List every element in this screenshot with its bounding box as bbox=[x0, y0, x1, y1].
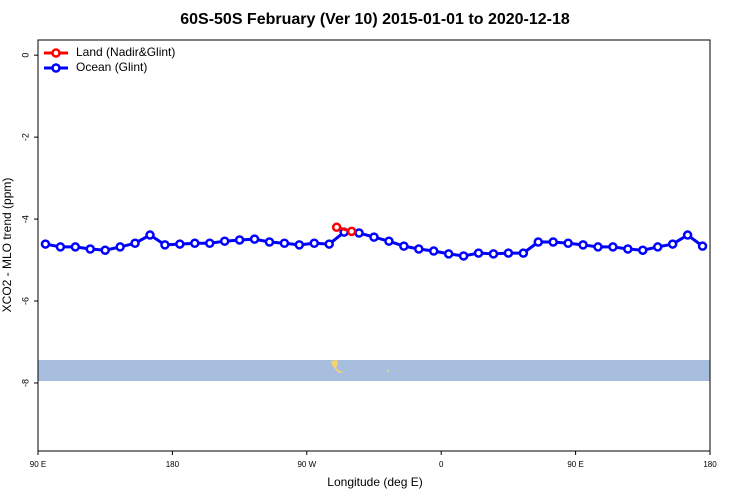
map-strip bbox=[38, 360, 710, 381]
data-point bbox=[458, 251, 469, 261]
data-point bbox=[667, 239, 678, 249]
y-tick-label: -4 bbox=[20, 215, 30, 223]
data-point bbox=[384, 236, 394, 246]
x-tick-label: 90 E bbox=[567, 460, 583, 469]
data-point bbox=[593, 242, 603, 252]
data-point bbox=[428, 246, 439, 256]
data-point bbox=[608, 242, 618, 252]
data-point bbox=[175, 239, 185, 249]
y-tick-label: -2 bbox=[20, 133, 30, 141]
data-point bbox=[638, 245, 648, 255]
x-tick-label: 180 bbox=[166, 460, 180, 469]
y-tick-label: 0 bbox=[20, 53, 30, 58]
chart-title: 60S-50S February (Ver 10) 2015-01-01 to … bbox=[180, 11, 570, 28]
data-point bbox=[399, 241, 409, 251]
data-point bbox=[145, 230, 155, 240]
x-tick-label: 90 W bbox=[297, 460, 316, 469]
data-point bbox=[354, 228, 364, 238]
y-axis-label: XCO2 - MLO trend (ppm) bbox=[0, 178, 14, 313]
data-point bbox=[100, 245, 110, 255]
data-point bbox=[55, 242, 66, 252]
data-point bbox=[279, 238, 290, 248]
data-point bbox=[503, 248, 514, 258]
legend-label: Ocean (Glint) bbox=[76, 60, 147, 74]
data-point bbox=[264, 237, 275, 247]
x-axis-label: Longitude (deg E) bbox=[327, 475, 422, 489]
data-point bbox=[309, 238, 320, 248]
data-point bbox=[518, 248, 529, 258]
data-point bbox=[548, 237, 558, 247]
x-tick-label: 90 E bbox=[30, 460, 46, 469]
data-point bbox=[652, 242, 663, 252]
data-point bbox=[115, 242, 125, 252]
data-point bbox=[294, 240, 305, 250]
x-tick-label: 180 bbox=[703, 460, 717, 469]
data-point bbox=[204, 238, 215, 248]
legend-marker bbox=[51, 48, 61, 58]
data-point bbox=[160, 240, 170, 250]
legend-marker bbox=[51, 63, 61, 73]
data-point bbox=[563, 238, 573, 248]
data-point bbox=[40, 239, 51, 249]
data-point bbox=[234, 235, 245, 245]
data-point bbox=[346, 226, 357, 237]
plot-frame bbox=[37, 39, 711, 452]
data-point bbox=[682, 230, 693, 240]
data-point bbox=[249, 234, 260, 244]
data-point bbox=[578, 240, 588, 250]
data-point bbox=[369, 232, 379, 242]
data-point bbox=[488, 249, 499, 259]
y-tick-label: -6 bbox=[20, 297, 30, 305]
data-point bbox=[473, 248, 484, 258]
x-tick-label: 0 bbox=[439, 460, 444, 469]
data-point bbox=[443, 249, 454, 259]
data-point bbox=[190, 238, 200, 248]
data-point bbox=[623, 244, 633, 254]
y-tick-label: -8 bbox=[20, 379, 30, 387]
data-point bbox=[130, 238, 140, 248]
data-point bbox=[324, 239, 334, 249]
data-point bbox=[331, 222, 342, 233]
data-point bbox=[85, 244, 96, 254]
data-point bbox=[414, 244, 424, 254]
data-point bbox=[219, 236, 230, 246]
data-point bbox=[697, 241, 708, 251]
data-point bbox=[533, 237, 544, 247]
legend-label: Land (Nadir&Glint) bbox=[76, 45, 175, 59]
data-point bbox=[70, 242, 81, 252]
